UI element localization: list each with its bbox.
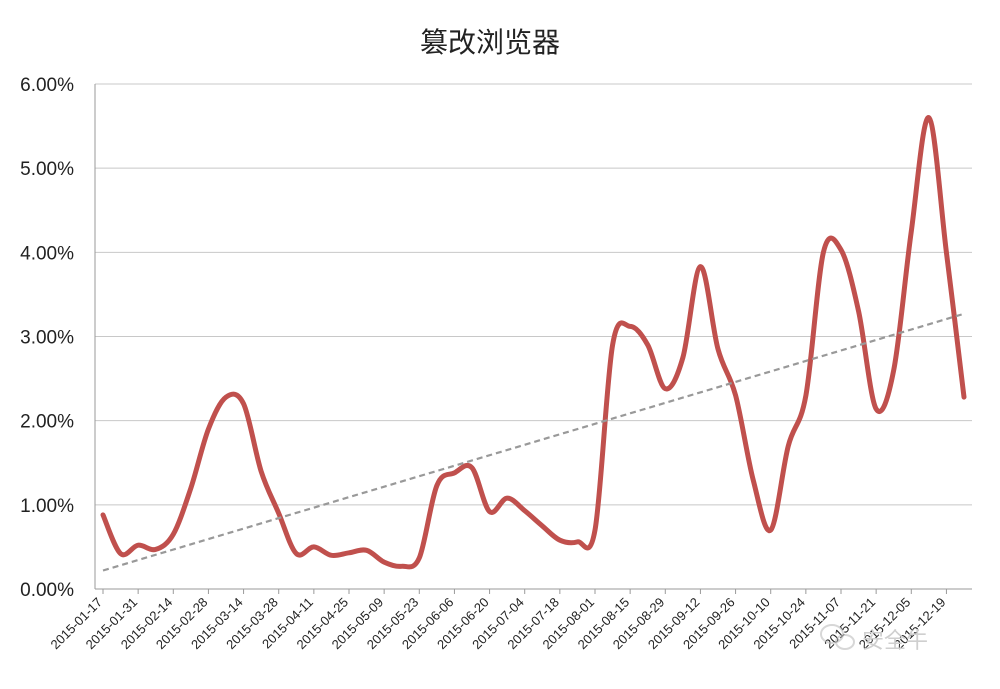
trend-line <box>102 312 965 572</box>
y-tick-label: 5.00% <box>20 159 74 180</box>
y-tick-label: 0.00% <box>20 580 74 601</box>
wechat-icon <box>820 624 855 650</box>
chart-title: 篡改浏览器 <box>420 26 560 59</box>
y-axis-tick-labels: 0.00% 1.00% 2.00% 3.00% 4.00% 5.00% 6.00% <box>20 75 74 601</box>
watermark-text: 安全牛 <box>862 629 928 654</box>
series-line <box>100 115 967 570</box>
y-tick-label: 1.00% <box>20 496 74 517</box>
y-tick-label: 6.00% <box>20 75 74 96</box>
watermark: 安全牛 <box>820 624 928 654</box>
y-tick-label: 3.00% <box>20 328 74 349</box>
series-lines <box>100 115 967 572</box>
y-tick-label: 2.00% <box>20 412 74 433</box>
x-axis-tick-labels: 2015-01-172015-01-312015-02-142015-02-28… <box>47 595 948 653</box>
gridlines <box>94 83 972 594</box>
y-tick-label: 4.00% <box>20 243 74 264</box>
